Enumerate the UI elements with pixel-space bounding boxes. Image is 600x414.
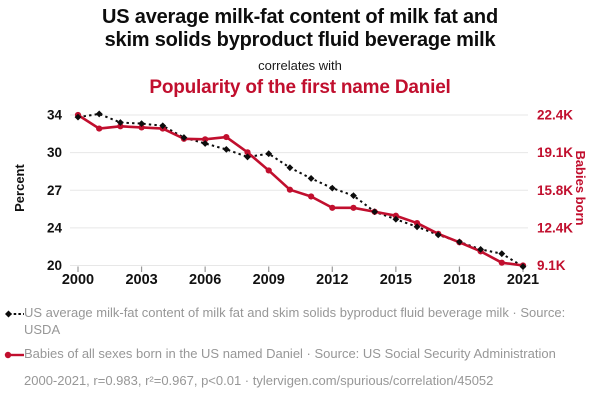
series-daniel-point bbox=[117, 123, 124, 130]
x-axis-year-label: 2009 bbox=[253, 272, 285, 288]
series-milkfat-point bbox=[159, 122, 167, 130]
chart-subtitle: Popularity of the first name Daniel bbox=[149, 77, 451, 99]
y-axis-tick-left: 24 bbox=[47, 220, 63, 235]
x-axis-year-label: 2018 bbox=[443, 272, 475, 288]
x-axis-year-label: 2015 bbox=[380, 272, 412, 288]
legend-item-daniel: Babies of all sexes born in the US named… bbox=[4, 346, 596, 363]
y-axis-tick-left: 27 bbox=[47, 183, 62, 198]
series-milkfat-point bbox=[519, 263, 527, 270]
legend-item-milkfat: US average milk-fat content of milk fat … bbox=[4, 305, 596, 339]
y-axis-tick-left: 34 bbox=[47, 108, 63, 123]
legend-label-milkfat: US average milk-fat content of milk fat … bbox=[24, 305, 566, 337]
series-milkfat-point bbox=[498, 250, 506, 258]
series-daniel-point bbox=[265, 167, 272, 174]
x-axis-year-label: 2021 bbox=[507, 272, 539, 288]
y-axis-tick-right: 19.1K bbox=[537, 145, 573, 160]
series-milkfat-point bbox=[350, 192, 357, 200]
series-milkfat-point bbox=[95, 110, 103, 118]
series-daniel-point bbox=[350, 204, 357, 211]
chart-title-line2: skim solids byproduct fluid beverage mil… bbox=[104, 29, 496, 52]
series-milkfat-point bbox=[222, 146, 230, 153]
stats-and-source-line: 2000-2021, r=0.983, r²=0.967, p<0.01 · t… bbox=[24, 372, 494, 388]
chart-area: 34 22.4K 30 19.1K 27 15.8K 24 12.4K 20 9.1K 2000 20… bbox=[0, 100, 600, 305]
series-daniel-point bbox=[413, 219, 421, 227]
x-axis-year-label: 2003 bbox=[125, 272, 157, 288]
right-axis-title: Babies born bbox=[573, 150, 588, 226]
x-axis-year-label: 2000 bbox=[62, 272, 94, 288]
chart-legend: US average milk-fat content of milk fat … bbox=[4, 305, 596, 388]
series-milkfat-point bbox=[328, 184, 336, 192]
left-axis-title: Percent bbox=[12, 164, 27, 212]
series-milkfat-point bbox=[265, 150, 273, 158]
chart-title: US average milk-fat content of milk fat … bbox=[0, 6, 600, 52]
correlates-with-label: correlates with bbox=[258, 58, 342, 74]
series-milkfat-point bbox=[307, 175, 315, 182]
series-milkfat-point bbox=[477, 245, 485, 253]
chart-title-line1: US average milk-fat content of milk fat … bbox=[102, 6, 498, 28]
x-axis-year-label: 2006 bbox=[189, 272, 221, 288]
y-axis-tick-left: 20 bbox=[47, 258, 62, 273]
series-daniel-point bbox=[307, 193, 315, 200]
series-daniel-point bbox=[138, 124, 145, 131]
y-axis-tick-right: 12.4K bbox=[537, 220, 573, 235]
y-axis-tick-right: 15.8K bbox=[537, 183, 573, 198]
series-daniel-point bbox=[286, 186, 294, 193]
series-daniel-point bbox=[392, 212, 399, 219]
y-axis-tick-right: 9.1K bbox=[537, 258, 566, 273]
series-milkfat-point bbox=[456, 238, 463, 246]
series-daniel-point bbox=[244, 149, 251, 156]
red-solid-circle-icon bbox=[4, 351, 24, 358]
series-milkfat-point bbox=[180, 134, 188, 141]
series-daniel-point bbox=[96, 125, 103, 132]
correlation-chart: 34 22.4K 30 19.1K 27 15.8K 24 12.4K 20 9.1K 2000 20… bbox=[47, 108, 573, 289]
series-milkfat-point bbox=[201, 140, 209, 147]
y-axis-tick-right: 22.4K bbox=[537, 108, 573, 123]
series-milkfat-point bbox=[434, 231, 442, 239]
series-daniel-line bbox=[77, 113, 524, 267]
series-milkfat-point bbox=[413, 223, 421, 231]
series-milkfat-point bbox=[392, 215, 400, 223]
series-daniel-point bbox=[498, 259, 505, 266]
series-milkfat-point bbox=[286, 164, 294, 172]
black-dotted-diamond-icon bbox=[5, 310, 24, 318]
chart-header: US average milk-fat content of milk fat … bbox=[0, 6, 600, 99]
legend-label-daniel: Babies of all sexes born in the US named… bbox=[24, 345, 556, 361]
series-daniel-point bbox=[329, 204, 336, 211]
y-axis-tick-left: 30 bbox=[47, 145, 62, 160]
series-daniel-point bbox=[223, 133, 230, 141]
series-milkfat-point bbox=[244, 153, 251, 161]
series-milkfat-point bbox=[371, 208, 379, 216]
series-daniel-point bbox=[202, 136, 209, 143]
x-axis-year-label: 2012 bbox=[316, 272, 348, 288]
